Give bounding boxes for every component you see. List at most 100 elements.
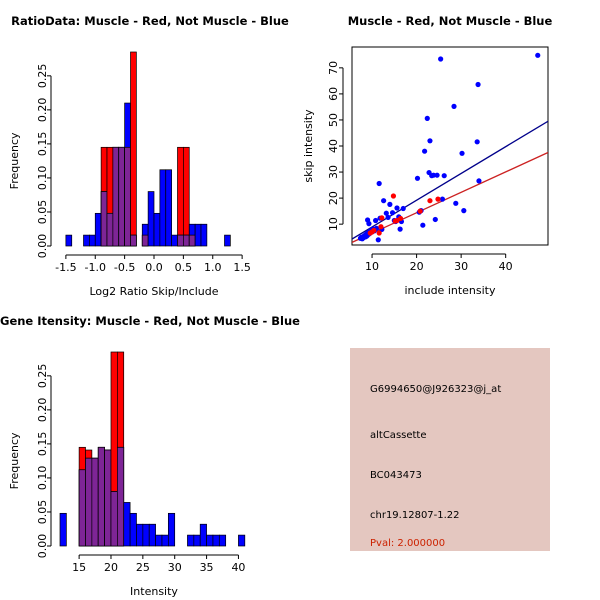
scatter-point-red: [417, 208, 423, 214]
hist-bar-blue: [187, 534, 195, 547]
scatter-point-blue: [375, 237, 381, 243]
hist-bar-blue: [200, 223, 208, 247]
scatter-chart: 10 20 30 40 10 20 30 40 50 60 70 include intensity s…: [302, 46, 549, 297]
scatter-point-blue: [383, 210, 389, 216]
hist-bar-blue: [59, 512, 67, 547]
hist-bar-blue: [212, 534, 220, 547]
scatter-point-blue: [453, 200, 459, 206]
hist-bar-overlap: [104, 449, 112, 547]
scatter-point-blue: [430, 172, 437, 178]
y-axis-tick-label: 0.25: [36, 364, 49, 389]
hist-bar-blue: [153, 212, 161, 247]
scatter-point-blue: [459, 150, 465, 156]
x-axis-tick-label: 35: [200, 561, 214, 574]
scatter-point-red: [371, 227, 377, 234]
hist-bar-blue: [165, 169, 172, 247]
ratio-histogram-title: RatioData: Muscle - Red, Not Muscle - Bl…: [11, 14, 289, 28]
scatter-point-red: [435, 196, 441, 202]
hist-bar-blue: [167, 512, 176, 547]
hist-bar-blue: [171, 234, 178, 247]
ratio-histogram-panel: RatioData: Muscle - Red, Not Muscle - Bl…: [0, 0, 300, 300]
hist-bar-overlap: [100, 191, 108, 247]
hist-bar-red: [177, 146, 184, 247]
hist-bar-blue: [65, 234, 73, 247]
y-axis-tick-label: 60: [327, 87, 340, 101]
hist-bar-overlap: [91, 457, 99, 547]
hist-bar-red: [130, 51, 137, 247]
hist-bar-overlap: [177, 234, 184, 247]
scatter-point-blue: [394, 205, 400, 211]
y-axis-tick-label: 70: [327, 61, 340, 75]
x-axis-tick-label: 30: [168, 561, 182, 574]
gene-histogram-chart: 0.00 0.05 0.10 0.15 0.20 0.25 15 20 25 30 35 40 Inte…: [8, 351, 245, 598]
scatter-point-blue: [432, 216, 438, 223]
x-axis-label: Intensity: [130, 585, 178, 598]
x-axis-tick-label: -1.5: [55, 261, 76, 274]
event-type-text: altCassette: [370, 430, 427, 441]
x-axis-tick-label: 1.0: [204, 261, 222, 274]
y-axis-tick-label: 0.15: [36, 132, 49, 157]
y-axis-tick-label: 0.10: [36, 466, 49, 491]
hist-bar-overlap: [188, 234, 196, 247]
hist-bar-blue: [129, 512, 137, 547]
hist-bar-blue: [142, 523, 150, 547]
scatter-point-red: [379, 215, 385, 221]
probe-id-text: G6994650@J926323@j_at: [370, 384, 502, 395]
y-axis-tick-label: 20: [327, 191, 340, 205]
y-axis-tick-label: 0.15: [36, 432, 49, 457]
scatter-point-blue: [441, 173, 447, 179]
scatter-point-red: [397, 215, 404, 222]
scatter-point-blue: [420, 222, 426, 228]
y-axis-tick-label: 0.00: [36, 234, 49, 259]
scatter-point-red: [378, 224, 384, 230]
hist-bar-overlap: [78, 469, 86, 547]
hist-bar-blue: [89, 234, 96, 247]
pval-text: Pval: 2.000000: [370, 538, 446, 549]
x-axis-label: include intensity: [404, 284, 496, 297]
y-axis-tick-label: 30: [327, 165, 340, 179]
scatter-point-red: [376, 230, 382, 236]
accession-text: BC043473: [370, 470, 422, 481]
gene-histogram-title: Gene Itensity: Muscle - Red, Not Muscle …: [0, 314, 300, 328]
x-axis-label: Log2 Ratio Skip/Include: [89, 285, 218, 298]
scatter-point-blue: [376, 180, 382, 187]
hist-bar-overlap: [112, 146, 120, 247]
y-axis-tick-label: 0.25: [36, 64, 49, 89]
hist-bar-overlap: [117, 446, 125, 547]
scatter-point-red: [427, 198, 433, 204]
hist-bar-overlap: [110, 491, 118, 547]
hist-bar-overlap: [118, 146, 125, 247]
regression-line-blue-fit: [352, 120, 548, 240]
hist-bar-blue: [161, 534, 169, 547]
x-axis-tick-label: 0.0: [145, 261, 163, 274]
y-axis-tick-label: 50: [327, 113, 340, 127]
regression-line-red-fit: [352, 151, 548, 243]
scatter-point-blue: [397, 226, 403, 232]
scatter-point-blue: [475, 81, 481, 88]
scatter-point-blue: [535, 52, 541, 58]
x-axis-tick-label: 10: [365, 260, 379, 273]
scatter-point-blue: [439, 196, 446, 202]
hist-bar-overlap: [141, 234, 149, 247]
hist-bar-overlap: [85, 457, 93, 547]
ratio-histogram-chart: 0.00 0.05 0.10 0.15 0.20 0.25 -1.5 -1.0 -0.5 0.0 0…: [8, 51, 251, 298]
scatter-point-blue: [474, 139, 480, 145]
gene-info-box: G6994650@J926323@j_at altCassette BC0434…: [350, 348, 550, 551]
y-axis-label: skip intensity: [302, 109, 315, 183]
hist-bar-overlap: [130, 234, 137, 247]
hist-bar-overlap: [97, 446, 105, 547]
x-axis-tick-label: 40: [499, 260, 513, 273]
scatter-point-blue: [381, 198, 387, 204]
scatter-point-blue: [400, 205, 406, 212]
hist-bar-blue: [218, 534, 227, 547]
hist-bar-blue: [206, 534, 214, 547]
locus-text: chr19.12807-1.22: [370, 510, 460, 521]
hist-bar-overlap: [106, 212, 114, 247]
hist-bar-blue: [94, 212, 102, 247]
y-axis-label: Frequency: [8, 432, 21, 489]
y-axis-tick-label: 0.05: [36, 200, 49, 225]
hist-bar-blue: [147, 191, 155, 247]
x-axis-tick-label: 20: [104, 561, 118, 574]
scatter-point-blue: [389, 210, 396, 216]
scatter-point-blue: [438, 56, 444, 62]
